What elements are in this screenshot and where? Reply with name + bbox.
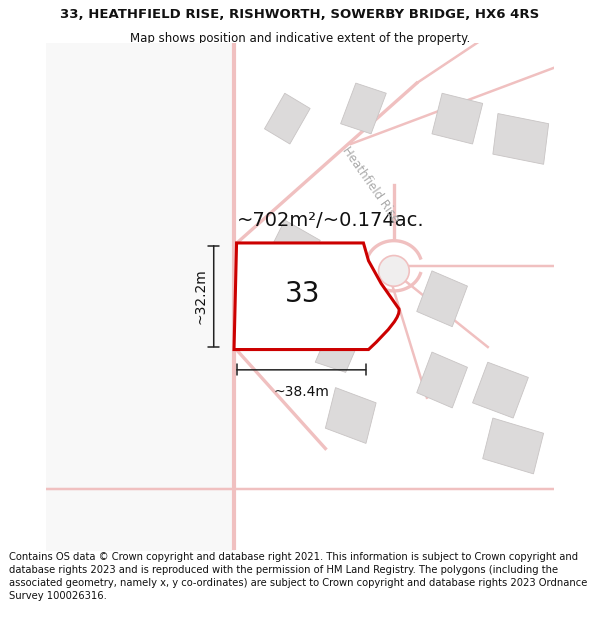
Polygon shape [265, 220, 320, 281]
Text: ~702m²/~0.174ac.: ~702m²/~0.174ac. [236, 211, 424, 229]
Text: 33, HEATHFIELD RISE, RISHWORTH, SOWERBY BRIDGE, HX6 4RS: 33, HEATHFIELD RISE, RISHWORTH, SOWERBY … [61, 9, 539, 21]
PathPatch shape [234, 243, 399, 349]
Polygon shape [315, 327, 361, 372]
Polygon shape [265, 93, 310, 144]
Polygon shape [482, 418, 544, 474]
Polygon shape [473, 362, 529, 418]
Polygon shape [341, 83, 386, 134]
Text: 33: 33 [285, 280, 320, 308]
Text: Contains OS data © Crown copyright and database right 2021. This information is : Contains OS data © Crown copyright and d… [9, 551, 587, 601]
Text: ~38.4m: ~38.4m [274, 385, 329, 399]
Text: Heathfield Rise: Heathfield Rise [340, 144, 402, 225]
Polygon shape [325, 388, 376, 443]
Polygon shape [493, 114, 548, 164]
Polygon shape [417, 352, 467, 408]
Polygon shape [432, 93, 482, 144]
Text: ~32.2m: ~32.2m [194, 268, 208, 324]
Circle shape [379, 256, 409, 286]
Polygon shape [417, 271, 467, 327]
Text: Map shows position and indicative extent of the property.: Map shows position and indicative extent… [130, 32, 470, 45]
